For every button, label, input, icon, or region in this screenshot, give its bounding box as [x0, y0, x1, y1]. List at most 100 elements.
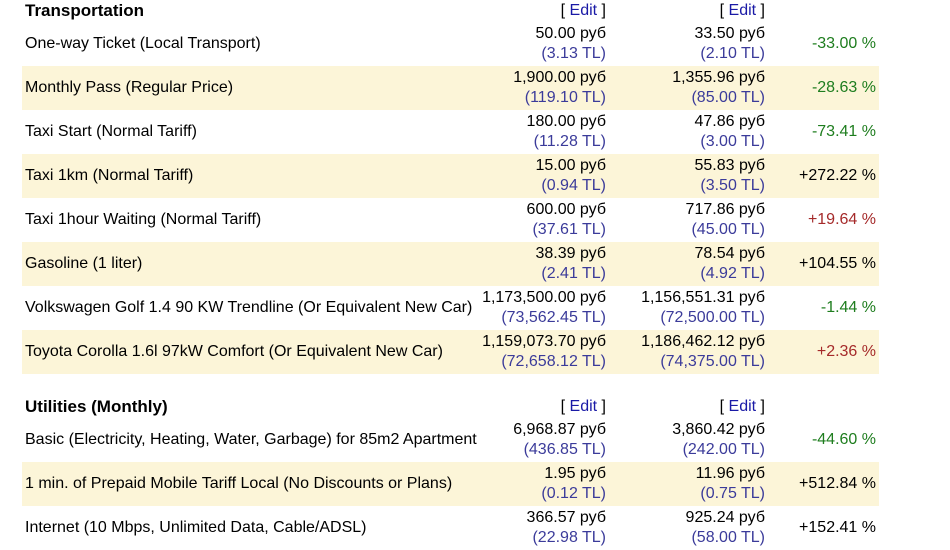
price-city1: 180.00 руб (11.28 TL) — [478, 110, 609, 154]
edit-cell-city2: [ Edit ] — [719, 2, 765, 19]
table-row: Taxi Start (Normal Tariff) 180.00 руб (11.… — [22, 110, 879, 154]
empty-cell — [768, 396, 879, 418]
price-city1: 1,159,073.70 руб (72,658.12 TL) — [478, 330, 609, 374]
price-city2: 33.50 руб (2.10 TL) — [609, 22, 768, 66]
edit-link-city1[interactable]: Edit — [569, 2, 598, 19]
item-label: Toyota Corolla 1.6l 97kW Comfort (Or Equ… — [22, 330, 478, 374]
price-tl: (11.28 TL) — [533, 133, 606, 150]
price-difference: +152.41 % — [799, 519, 876, 536]
price-tl: (37.61 TL) — [532, 221, 606, 238]
item-label: Gasoline (1 liter) — [22, 242, 478, 286]
price-rub: 717.86 руб — [685, 201, 765, 218]
price-tl: (436.85 TL) — [523, 441, 606, 458]
section-title: Transportation — [25, 1, 145, 20]
price-difference: -44.60 % — [811, 431, 876, 448]
table-row: Gasoline (1 liter) 38.39 руб (2.41 TL) 78.5… — [22, 242, 879, 286]
item-label: Taxi 1hour Waiting (Normal Tariff) — [25, 211, 262, 228]
price-rub: 1,355.96 руб — [672, 69, 765, 86]
item-label: Taxi Start (Normal Tariff) — [25, 123, 197, 140]
price-rub: 3,860.42 руб — [672, 421, 765, 438]
price-city2: 11.96 руб (0.75 TL) — [609, 462, 768, 506]
empty-cell — [768, 0, 879, 22]
price-rub: 180.00 руб — [526, 113, 606, 130]
price-tl: (119.10 TL) — [524, 89, 606, 106]
table-row: One-way Ticket (Local Transport) 50.00 ру… — [22, 22, 879, 66]
section-header: Transportation [ Edit ] [ Edit ] — [22, 0, 879, 22]
section-title: Utilities (Monthly) — [25, 397, 168, 416]
table-row: Toyota Corolla 1.6l 97kW Comfort (Or Equ… — [22, 330, 879, 374]
section-spacer — [22, 374, 879, 396]
price-city1: 1.95 руб (0.12 TL) — [478, 462, 609, 506]
price-city2: 3,860.42 руб (242.00 TL) — [609, 418, 768, 462]
price-tl: (22.98 TL) — [532, 529, 606, 546]
price-rub: 33.50 руб — [694, 25, 765, 42]
price-tl: (3.50 TL) — [700, 177, 765, 194]
price-city2: 1,156,551.31 руб (72,500.00 TL) — [609, 286, 768, 330]
price-rub: 925.24 руб — [685, 509, 765, 526]
price-city1: 600.00 руб (37.61 TL) — [478, 198, 609, 242]
edit-cell-city2: [ Edit ] — [719, 398, 765, 415]
price-difference: +104.55 % — [768, 242, 879, 286]
price-rub: 47.86 руб — [694, 113, 765, 130]
price-tl: (0.75 TL) — [700, 485, 765, 502]
price-rub: 1,156,551.31 руб — [641, 289, 765, 306]
price-rub: 1,159,073.70 руб — [482, 333, 606, 350]
edit-link-city2[interactable]: Edit — [728, 398, 757, 415]
table-row: Internet (10 Mbps, Unlimited Data, Cable… — [22, 506, 879, 550]
table-row: Volkswagen Golf 1.4 90 KW Trendline (Or … — [22, 286, 879, 330]
price-rub: 78.54 руб — [694, 245, 765, 262]
table-row: Monthly Pass (Regular Price) 1,900.00 руб… — [22, 66, 879, 110]
price-tl: (74,375.00 TL) — [660, 353, 765, 370]
price-tl: (58.00 TL) — [691, 529, 765, 546]
price-city1: 366.57 руб (22.98 TL) — [478, 506, 609, 550]
item-label: One-way Ticket (Local Transport) — [25, 35, 261, 52]
price-rub: 6,968.87 руб — [513, 421, 606, 438]
item-label: 1 min. of Prepaid Mobile Tariff Local (N… — [22, 462, 478, 506]
price-tl: (45.00 TL) — [691, 221, 765, 238]
price-city2: 925.24 руб (58.00 TL) — [609, 506, 768, 550]
price-tl: (72,500.00 TL) — [660, 309, 765, 326]
cost-comparison: Transportation [ Edit ] [ Edit ] One-way Ti… — [22, 0, 879, 550]
price-city2: 55.83 руб (3.50 TL) — [609, 154, 768, 198]
price-city2: 1,355.96 руб (85.00 TL) — [609, 66, 768, 110]
price-tl: (3.00 TL) — [700, 133, 765, 150]
price-tl: (73,562.45 TL) — [501, 309, 606, 326]
price-tl: (3.13 TL) — [541, 45, 606, 62]
item-label: Internet (10 Mbps, Unlimited Data, Cable… — [25, 519, 367, 536]
price-tl: (2.10 TL) — [700, 45, 765, 62]
edit-cell-city1: [ Edit ] — [560, 2, 606, 19]
price-rub: 1,173,500.00 руб — [482, 289, 606, 306]
price-rub: 50.00 руб — [535, 25, 606, 42]
edit-link-city2[interactable]: Edit — [728, 2, 757, 19]
price-city1: 50.00 руб (3.13 TL) — [478, 22, 609, 66]
price-city2: 47.86 руб (3.00 TL) — [609, 110, 768, 154]
table-row: Taxi 1hour Waiting (Normal Tariff) 600.00… — [22, 198, 879, 242]
price-difference: +19.64 % — [807, 211, 876, 228]
price-rub: 600.00 руб — [526, 201, 606, 218]
price-city1: 38.39 руб (2.41 TL) — [478, 242, 609, 286]
table-row: 1 min. of Prepaid Mobile Tariff Local (N… — [22, 462, 879, 506]
price-rub: 1,186,462.12 руб — [641, 333, 765, 350]
cost-table: Transportation [ Edit ] [ Edit ] One-way Ti… — [22, 0, 879, 550]
price-city2: 717.86 руб (45.00 TL) — [609, 198, 768, 242]
item-label: Volkswagen Golf 1.4 90 KW Trendline (Or … — [25, 299, 473, 316]
price-difference: -28.63 % — [768, 66, 879, 110]
price-tl: (4.92 TL) — [700, 265, 765, 282]
price-rub: 38.39 руб — [535, 245, 606, 262]
price-city1: 6,968.87 руб (436.85 TL) — [478, 418, 609, 462]
table-row: Basic (Electricity, Heating, Water, Garb… — [22, 418, 879, 462]
price-difference: +2.36 % — [768, 330, 879, 374]
price-difference: +272.22 % — [768, 154, 879, 198]
price-tl: (85.00 TL) — [691, 89, 765, 106]
table-row: Taxi 1km (Normal Tariff) 15.00 руб (0.94 T… — [22, 154, 879, 198]
edit-link-city1[interactable]: Edit — [569, 398, 598, 415]
section-header: Utilities (Monthly) [ Edit ] [ Edit ] — [22, 396, 879, 418]
price-tl: (242.00 TL) — [682, 441, 765, 458]
price-tl: (0.12 TL) — [541, 485, 606, 502]
item-label: Basic (Electricity, Heating, Water, Garb… — [25, 431, 477, 448]
price-difference: -1.44 % — [820, 299, 876, 316]
price-city2: 78.54 руб (4.92 TL) — [609, 242, 768, 286]
price-difference: -73.41 % — [811, 123, 876, 140]
price-tl: (72,658.12 TL) — [501, 353, 606, 370]
item-label: Monthly Pass (Regular Price) — [22, 66, 478, 110]
